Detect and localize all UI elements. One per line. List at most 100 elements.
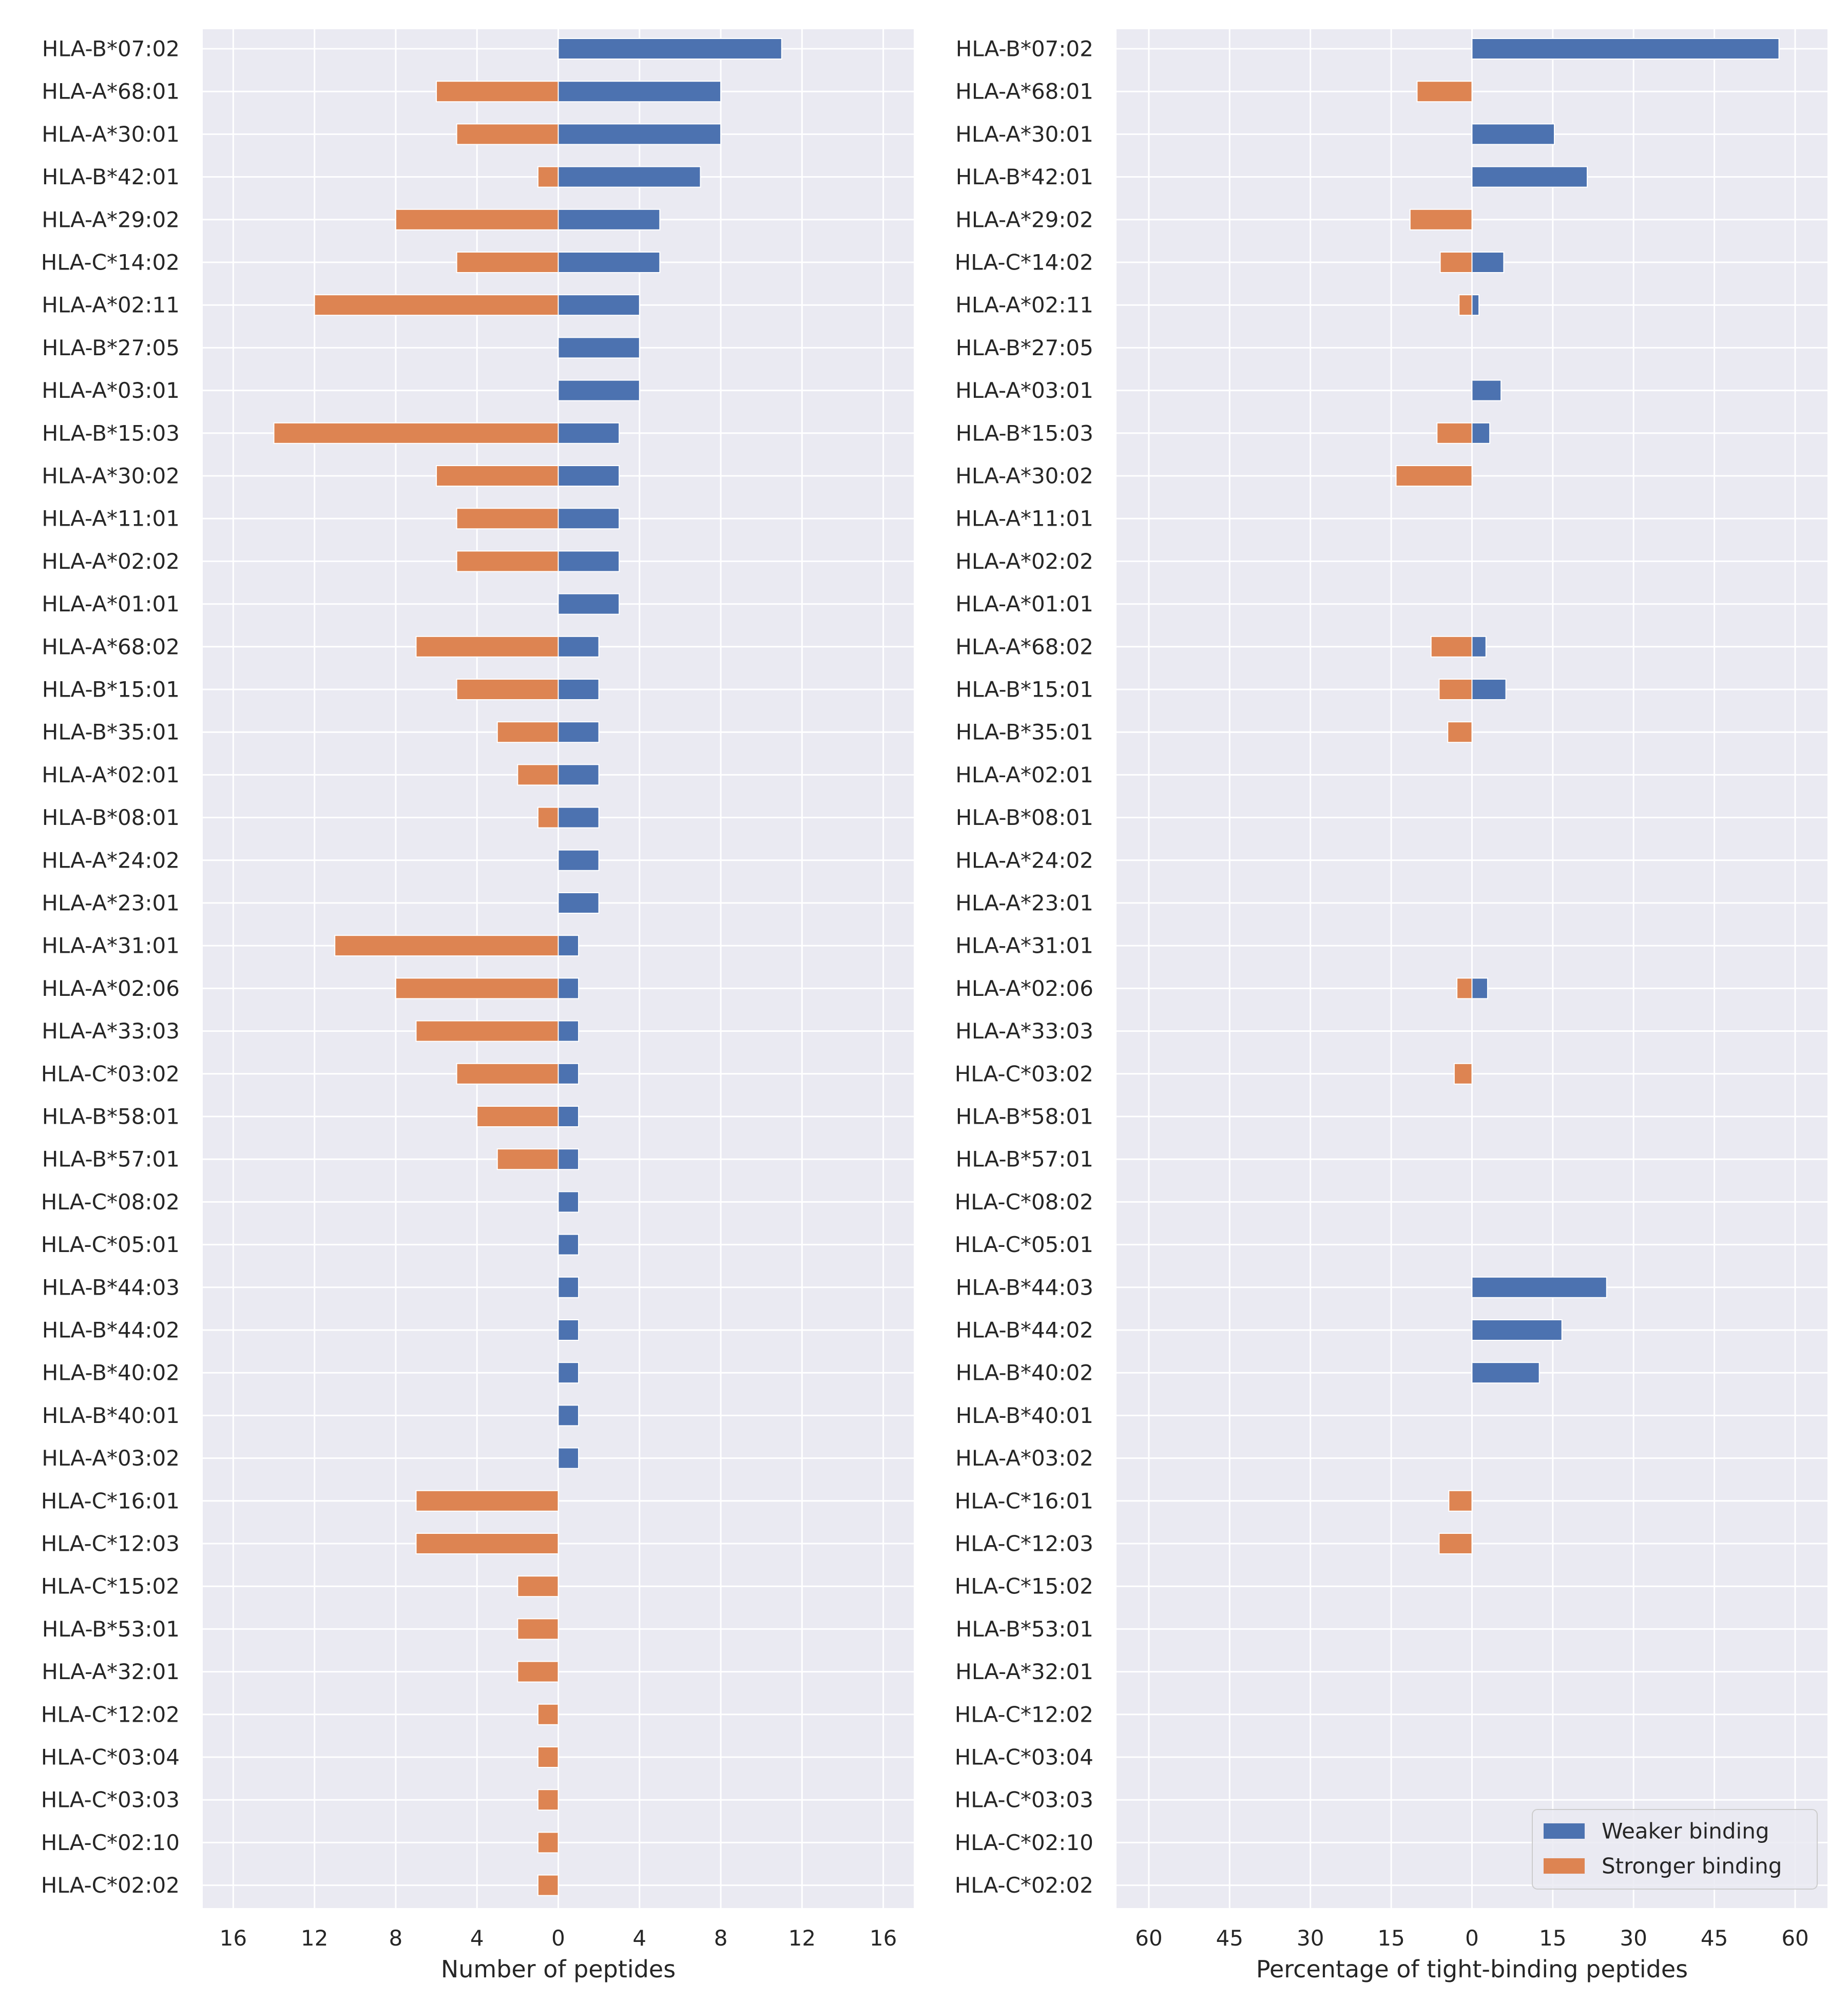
bar-weaker [1471,1362,1540,1384]
bar-weaker [557,806,600,829]
legend: Weaker binding Stronger binding [1532,1809,1818,1890]
y-tick-label: HLA-B*07:02 [42,36,180,62]
bar-stronger [1453,1063,1473,1085]
y-tick-label: HLA-A*02:11 [42,293,180,318]
bar-stronger [537,1746,559,1768]
bar-weaker [557,123,722,145]
y-tick-label: HLA-C*03:03 [955,1787,1093,1813]
y-tick-label: HLA-B*40:01 [956,1403,1093,1428]
y-tick-label: HLA-A*03:02 [42,1446,180,1471]
bar-stronger [1395,465,1473,487]
bar-weaker [1471,123,1555,145]
y-tick-label: HLA-B*44:02 [956,1318,1093,1343]
y-tick-label: HLA-A*23:01 [955,891,1093,916]
y-tick-label: HLA-A*24:02 [955,848,1093,873]
x-tick-label: 60 [1781,1926,1808,1951]
y-tick-label: HLA-A*11:01 [42,506,180,531]
bar-weaker [557,1276,580,1298]
panel-tight-binding-percentage: HLA-B*07:02 HLA-A*68:01 HLA-A*30:01 HLA-B*4… [955,29,1827,1983]
y-tick-label: HLA-A*02:01 [42,762,180,787]
bar-weaker [1471,679,1507,700]
legend-swatch [1544,1823,1585,1839]
bar-stronger [1456,977,1473,999]
bar-stronger [395,977,559,999]
bar-stronger [456,550,559,572]
y-tick-label: HLA-A*11:01 [955,506,1093,531]
y-tick-label: HLA-C*03:03 [41,1787,180,1813]
bar-stronger [456,679,559,700]
y-tick-label: HLA-A*24:02 [42,848,180,873]
y-tick-label: HLA-A*01:01 [955,591,1093,617]
bar-weaker [1471,422,1491,444]
y-tick-label: HLA-B*40:02 [956,1360,1093,1385]
y-tick-label: HLA-A*68:01 [42,79,180,104]
y-tick-label: HLA-A*23:01 [42,891,180,916]
bar-weaker [557,1191,580,1213]
y-tick-label: HLA-B*44:03 [42,1275,180,1300]
bar-stronger [517,1661,559,1683]
panel-peptide-counts: HLA-B*07:02 HLA-A*68:01 HLA-A*30:01 HLA-B*4… [41,29,914,1983]
bar-weaker [557,679,600,700]
bar-stronger [456,123,559,145]
bar-stronger [517,1618,559,1640]
x-tick-label: 16 [220,1926,247,1951]
y-tick-label: HLA-B*15:03 [956,420,1093,446]
bar-stronger [1448,1490,1473,1512]
bar-weaker [557,1447,580,1469]
bar-stronger [1447,721,1473,743]
y-tick-label: HLA-A*03:01 [955,378,1093,403]
y-tick-label: HLA-C*14:02 [41,250,180,275]
bar-weaker [557,977,580,999]
y-tick-label: HLA-C*02:10 [41,1830,180,1855]
y-tick-label: HLA-C*03:02 [41,1061,180,1086]
bar-weaker [1471,166,1588,188]
bar-stronger [1416,81,1473,103]
y-tick-label: HLA-C*03:04 [41,1745,180,1770]
y-tick-label: HLA-C*14:02 [955,250,1093,275]
y-tick-label: HLA-B*58:01 [956,1104,1093,1129]
y-tick-label: HLA-A*02:02 [42,549,180,574]
bar-stronger [415,636,559,658]
y-tick-label: HLA-A*29:02 [955,207,1093,232]
y-tick-label: HLA-C*05:01 [955,1232,1093,1257]
bar-weaker [1471,1319,1563,1341]
y-tick-label: HLA-B*15:03 [42,420,180,446]
y-tick-label: HLA-B*58:01 [42,1104,180,1129]
y-tick-label: HLA-B*35:01 [42,720,180,745]
bar-weaker [557,1319,580,1341]
y-tick-label: HLA-B*57:01 [42,1147,180,1172]
bar-stronger [415,1490,559,1512]
y-tick-label: HLA-C*08:02 [41,1189,180,1215]
bar-stronger [314,294,559,316]
bar-weaker [557,208,661,230]
bar-stronger [456,1063,559,1085]
bar-stronger [273,422,559,444]
legend-swatch [1544,1858,1585,1874]
bar-weaker [557,337,640,359]
x-tick-label: 45 [1701,1926,1728,1951]
x-tick-label: 16 [870,1926,897,1951]
y-tick-label: HLA-C*12:03 [41,1531,180,1556]
bar-weaker [557,1020,580,1042]
y-tick-label: HLA-A*02:06 [42,976,180,1001]
bar-weaker [557,1362,580,1384]
bar-weaker [557,550,620,572]
bar-stronger [1438,1533,1473,1554]
y-tick-label: HLA-A*02:01 [955,762,1093,787]
bar-stronger [1409,208,1473,230]
bar-stronger [517,764,559,786]
bar-weaker [1471,379,1502,401]
y-tick-label: HLA-C*08:02 [955,1189,1093,1215]
bar-weaker [557,1148,580,1170]
bar-weaker [1471,977,1488,999]
bar-weaker [1471,252,1505,273]
y-tick-label: HLA-C*15:02 [41,1574,180,1599]
legend-label: Stronger binding [1602,1854,1782,1879]
y-tick-label: HLA-B*35:01 [956,720,1093,745]
bar-weaker [557,1063,580,1085]
bar-stronger [537,1703,559,1725]
bar-weaker [557,294,640,316]
bar-stronger [1458,294,1473,316]
bar-stronger [334,935,559,957]
bar-weaker [557,1404,580,1427]
